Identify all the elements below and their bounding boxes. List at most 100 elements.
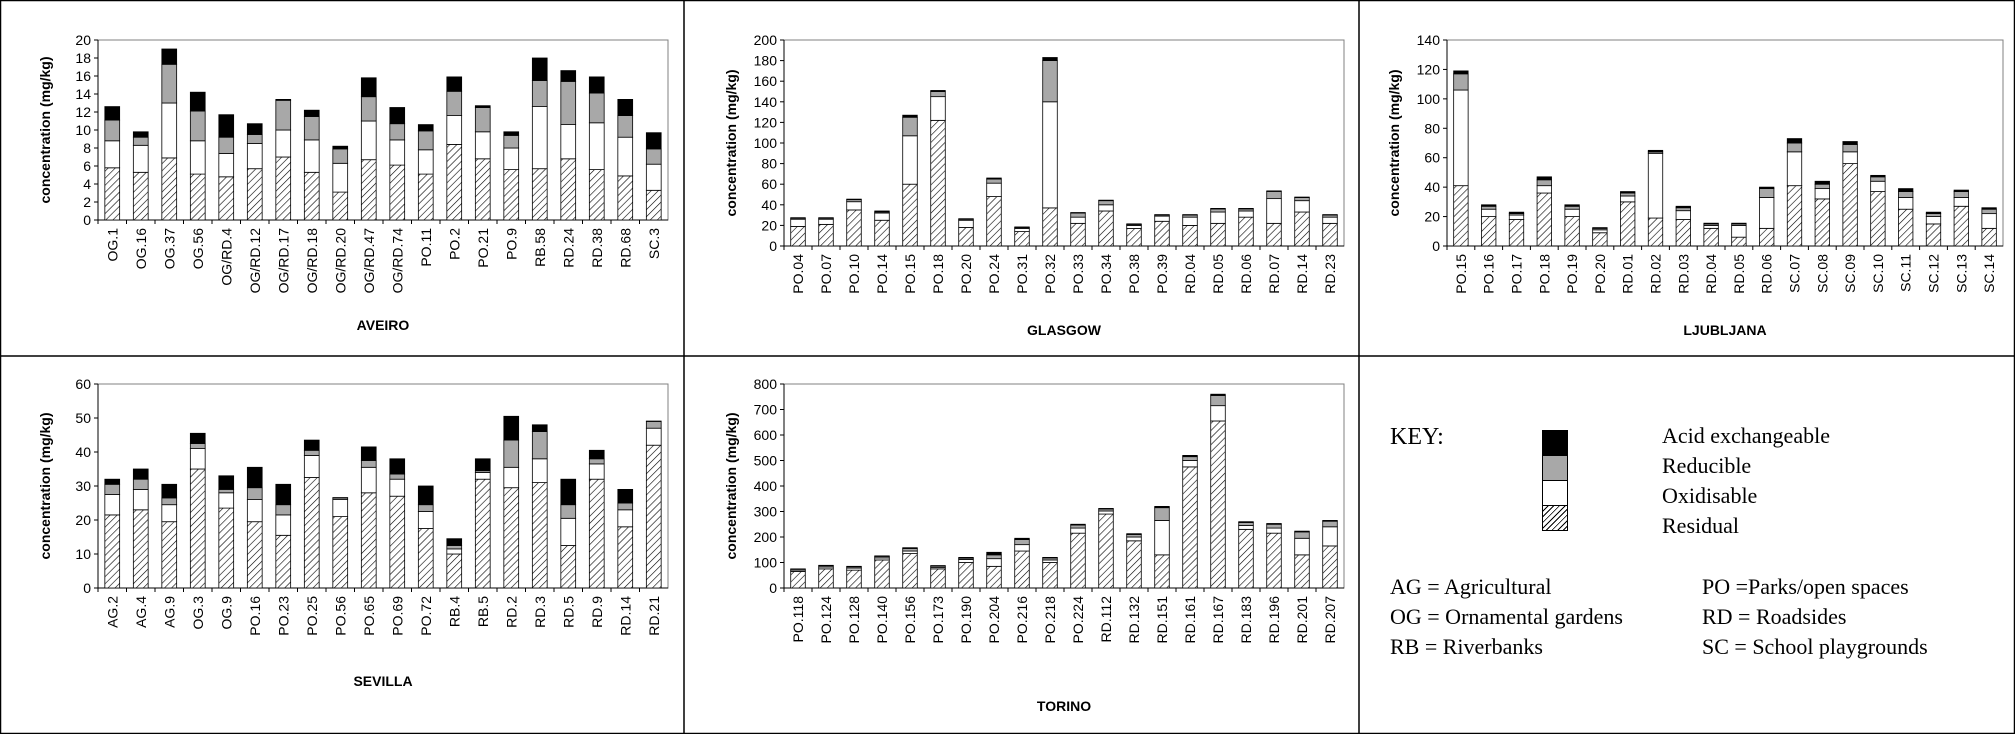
bar-oxidisable xyxy=(1294,200,1310,213)
x-tick-label: PO.2 xyxy=(446,228,462,260)
x-tick-label: OG.1 xyxy=(104,228,120,262)
bar-acid-exchangeable xyxy=(1953,189,1969,192)
bar-reducible xyxy=(617,115,634,138)
bar-residual xyxy=(132,509,149,589)
bar-reducible xyxy=(986,178,1002,184)
bar-oxidisable xyxy=(446,115,463,145)
bar-acid-exchangeable xyxy=(474,105,491,108)
bar-reducible xyxy=(1266,191,1282,200)
bar-oxidisable xyxy=(1182,216,1198,226)
y-tick-label: 100 xyxy=(754,135,778,151)
bar-acid-exchangeable xyxy=(1266,190,1282,192)
x-tick-label: PO.38 xyxy=(1126,254,1142,294)
chart-title: TORINO xyxy=(1037,698,1091,714)
bar-reducible xyxy=(930,91,946,98)
bar-oxidisable xyxy=(332,162,349,193)
bar-acid-exchangeable xyxy=(1126,223,1142,225)
bar-acid-exchangeable xyxy=(104,478,121,485)
bar-reducible xyxy=(275,99,292,131)
bar-residual xyxy=(1898,208,1914,247)
bar-oxidisable xyxy=(1210,211,1226,224)
bar-reducible xyxy=(588,458,605,465)
x-tick-label: OG/RD.18 xyxy=(304,228,320,294)
bar-oxidisable xyxy=(1592,229,1608,234)
bar-reducible xyxy=(360,460,377,468)
x-tick-label: RD.112 xyxy=(1098,596,1114,643)
bar-oxidisable xyxy=(360,466,377,494)
x-tick-label: PO.21 xyxy=(475,228,491,268)
bar-residual xyxy=(588,169,605,221)
y-tick-label: 160 xyxy=(754,73,778,89)
bar-reducible xyxy=(902,116,918,137)
bar-oxidisable xyxy=(1898,197,1914,210)
y-tick-label: 80 xyxy=(761,156,777,172)
x-tick-label: RD.2 xyxy=(503,596,519,628)
bar-acid-exchangeable xyxy=(1592,227,1608,229)
x-tick-label: RD.06 xyxy=(1238,254,1254,294)
bar-acid-exchangeable xyxy=(503,415,520,441)
bar-reducible xyxy=(1070,212,1086,218)
bar-acid-exchangeable xyxy=(1814,180,1830,185)
bar-residual xyxy=(332,191,349,221)
y-tick-label: 4 xyxy=(83,176,91,192)
abbr-ornamental-gardens: OG = Ornamental gardens xyxy=(1390,604,1623,629)
x-tick-label: PO.216 xyxy=(1014,596,1030,644)
bar-reducible xyxy=(1210,395,1226,407)
bar-residual xyxy=(1238,528,1254,589)
bar-residual xyxy=(189,173,206,221)
bar-residual xyxy=(218,507,235,589)
bar-oxidisable xyxy=(104,140,121,169)
y-tick-label: 30 xyxy=(75,478,91,494)
bar-reducible xyxy=(132,478,149,490)
bar-residual xyxy=(1154,220,1170,247)
x-tick-label: OG.37 xyxy=(161,228,177,269)
x-tick-label: RD.07 xyxy=(1266,254,1282,294)
x-tick-label: PO.14 xyxy=(874,254,890,294)
chart-title: SEVILLA xyxy=(353,673,412,689)
bar-residual xyxy=(1266,222,1282,247)
bar-residual xyxy=(1759,227,1775,247)
bar-oxidisable xyxy=(189,448,206,470)
bar-acid-exchangeable xyxy=(1703,222,1719,225)
bar-reducible xyxy=(1210,208,1226,213)
bar-oxidisable xyxy=(1042,101,1058,209)
y-tick-label: 0 xyxy=(1432,238,1440,254)
bar-residual xyxy=(1042,562,1058,589)
bar-reducible xyxy=(1536,179,1552,187)
chart-title: GLASGOW xyxy=(1027,322,1102,338)
bar-acid-exchangeable xyxy=(132,131,149,138)
legend-residual: Residual xyxy=(1662,513,1739,538)
chart-aveiro: 0 2 4 6 8 10 12 14 16 18 20 concentration (mg/kg) OG… xyxy=(0,0,684,356)
bar-residual xyxy=(560,545,577,589)
bar-reducible xyxy=(1953,191,1969,198)
bar-reducible xyxy=(161,497,178,506)
bar-residual xyxy=(474,158,491,221)
bar-residual xyxy=(874,559,890,589)
bar-oxidisable xyxy=(218,492,235,509)
plot-area xyxy=(783,39,1345,247)
bar-acid-exchangeable xyxy=(1564,204,1580,207)
x-tick-label: OG/RD.4 xyxy=(218,228,234,286)
x-tick-label: AG.2 xyxy=(104,596,120,628)
x-tick-label: PO.15 xyxy=(1453,254,1469,294)
y-tick-label: 200 xyxy=(754,32,778,48)
bar-acid-exchangeable xyxy=(1126,533,1142,535)
bar-residual xyxy=(1126,540,1142,589)
bar-oxidisable xyxy=(1870,180,1886,192)
bar-residual xyxy=(1014,550,1030,589)
x-tick-label: RD.3 xyxy=(532,596,548,628)
bar-residual xyxy=(1322,545,1338,589)
y-tick-label: 14 xyxy=(75,86,91,102)
bar-acid-exchangeable xyxy=(132,468,149,480)
bar-acid-exchangeable xyxy=(1536,176,1552,181)
x-tick-label: PO.17 xyxy=(1509,254,1525,294)
x-tick-label: OG/RD.74 xyxy=(389,228,405,294)
bar-acid-exchangeable xyxy=(1870,174,1886,178)
bar-acid-exchangeable xyxy=(1070,523,1086,526)
x-tick-label: RD.132 xyxy=(1126,596,1142,644)
plot-area xyxy=(97,383,669,589)
x-tick-label: PO.16 xyxy=(1481,254,1497,294)
bar-oxidisable xyxy=(389,478,406,497)
bar-acid-exchangeable xyxy=(1154,505,1170,509)
bar-residual xyxy=(161,521,178,589)
